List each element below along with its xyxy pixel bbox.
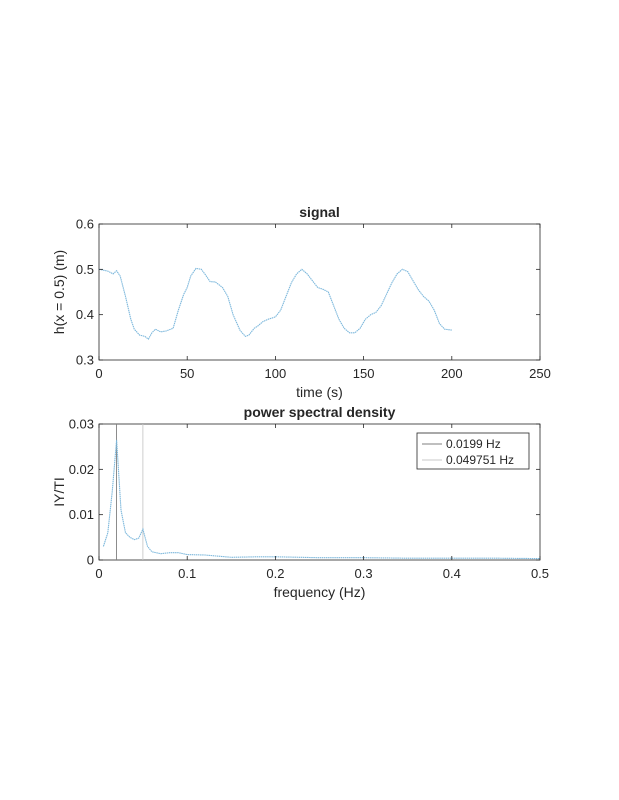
x-tick-label: 0.1: [178, 566, 196, 581]
x-tick-label: 150: [353, 366, 375, 381]
y-tick-label: 0.6: [76, 217, 94, 232]
series-line: [98, 267, 452, 340]
x-axis-label: time (s): [296, 384, 343, 400]
x-tick-label: 250: [529, 366, 551, 381]
y-tick-label: 0.4: [76, 307, 94, 322]
y-tick-label: 0.01: [69, 507, 94, 522]
psd-chart: 0 0.1 0.2 0.3 0.4 0.5 0 0.01 0.02 0.03 power spect…: [51, 404, 549, 600]
legend: 0.0199 Hz 0.049751 Hz: [416, 432, 530, 470]
axes-box: [98, 223, 541, 361]
x-tick-label: 200: [441, 366, 463, 381]
chart-title: power spectral density: [244, 404, 396, 420]
x-tick-label: 0.3: [355, 566, 373, 581]
chart-title: signal: [299, 204, 339, 220]
y-axis-label: h(x = 0.5) (m): [51, 250, 67, 334]
x-tick-label: 0.4: [443, 566, 461, 581]
x-tick-label: 100: [265, 366, 287, 381]
legend-label: 0.049751 Hz: [446, 453, 514, 467]
legend-label: 0.0199 Hz: [446, 437, 501, 451]
x-axis-label: frequency (Hz): [274, 584, 366, 600]
y-tick-label: 0.02: [69, 462, 94, 477]
x-tick-label: 0: [95, 366, 102, 381]
signal-chart: 0 50 100 150 200 250 0.3 0.4 0.5 0.6 signal time (s…: [51, 204, 551, 400]
legend-box: [416, 432, 530, 470]
axes-box: [98, 423, 541, 561]
x-tick-label: 0: [95, 566, 102, 581]
series-line: [102, 439, 541, 560]
x-tick-label: 0.5: [531, 566, 549, 581]
x-tick-label: 0.2: [266, 566, 284, 581]
x-tick-label: 50: [180, 366, 194, 381]
y-tick-label: 0.3: [76, 353, 94, 368]
y-axis-label: IY/TI: [51, 477, 67, 507]
y-tick-label: 0.5: [76, 262, 94, 277]
y-tick-label: 0: [87, 553, 94, 568]
y-tick-label: 0.03: [69, 417, 94, 432]
